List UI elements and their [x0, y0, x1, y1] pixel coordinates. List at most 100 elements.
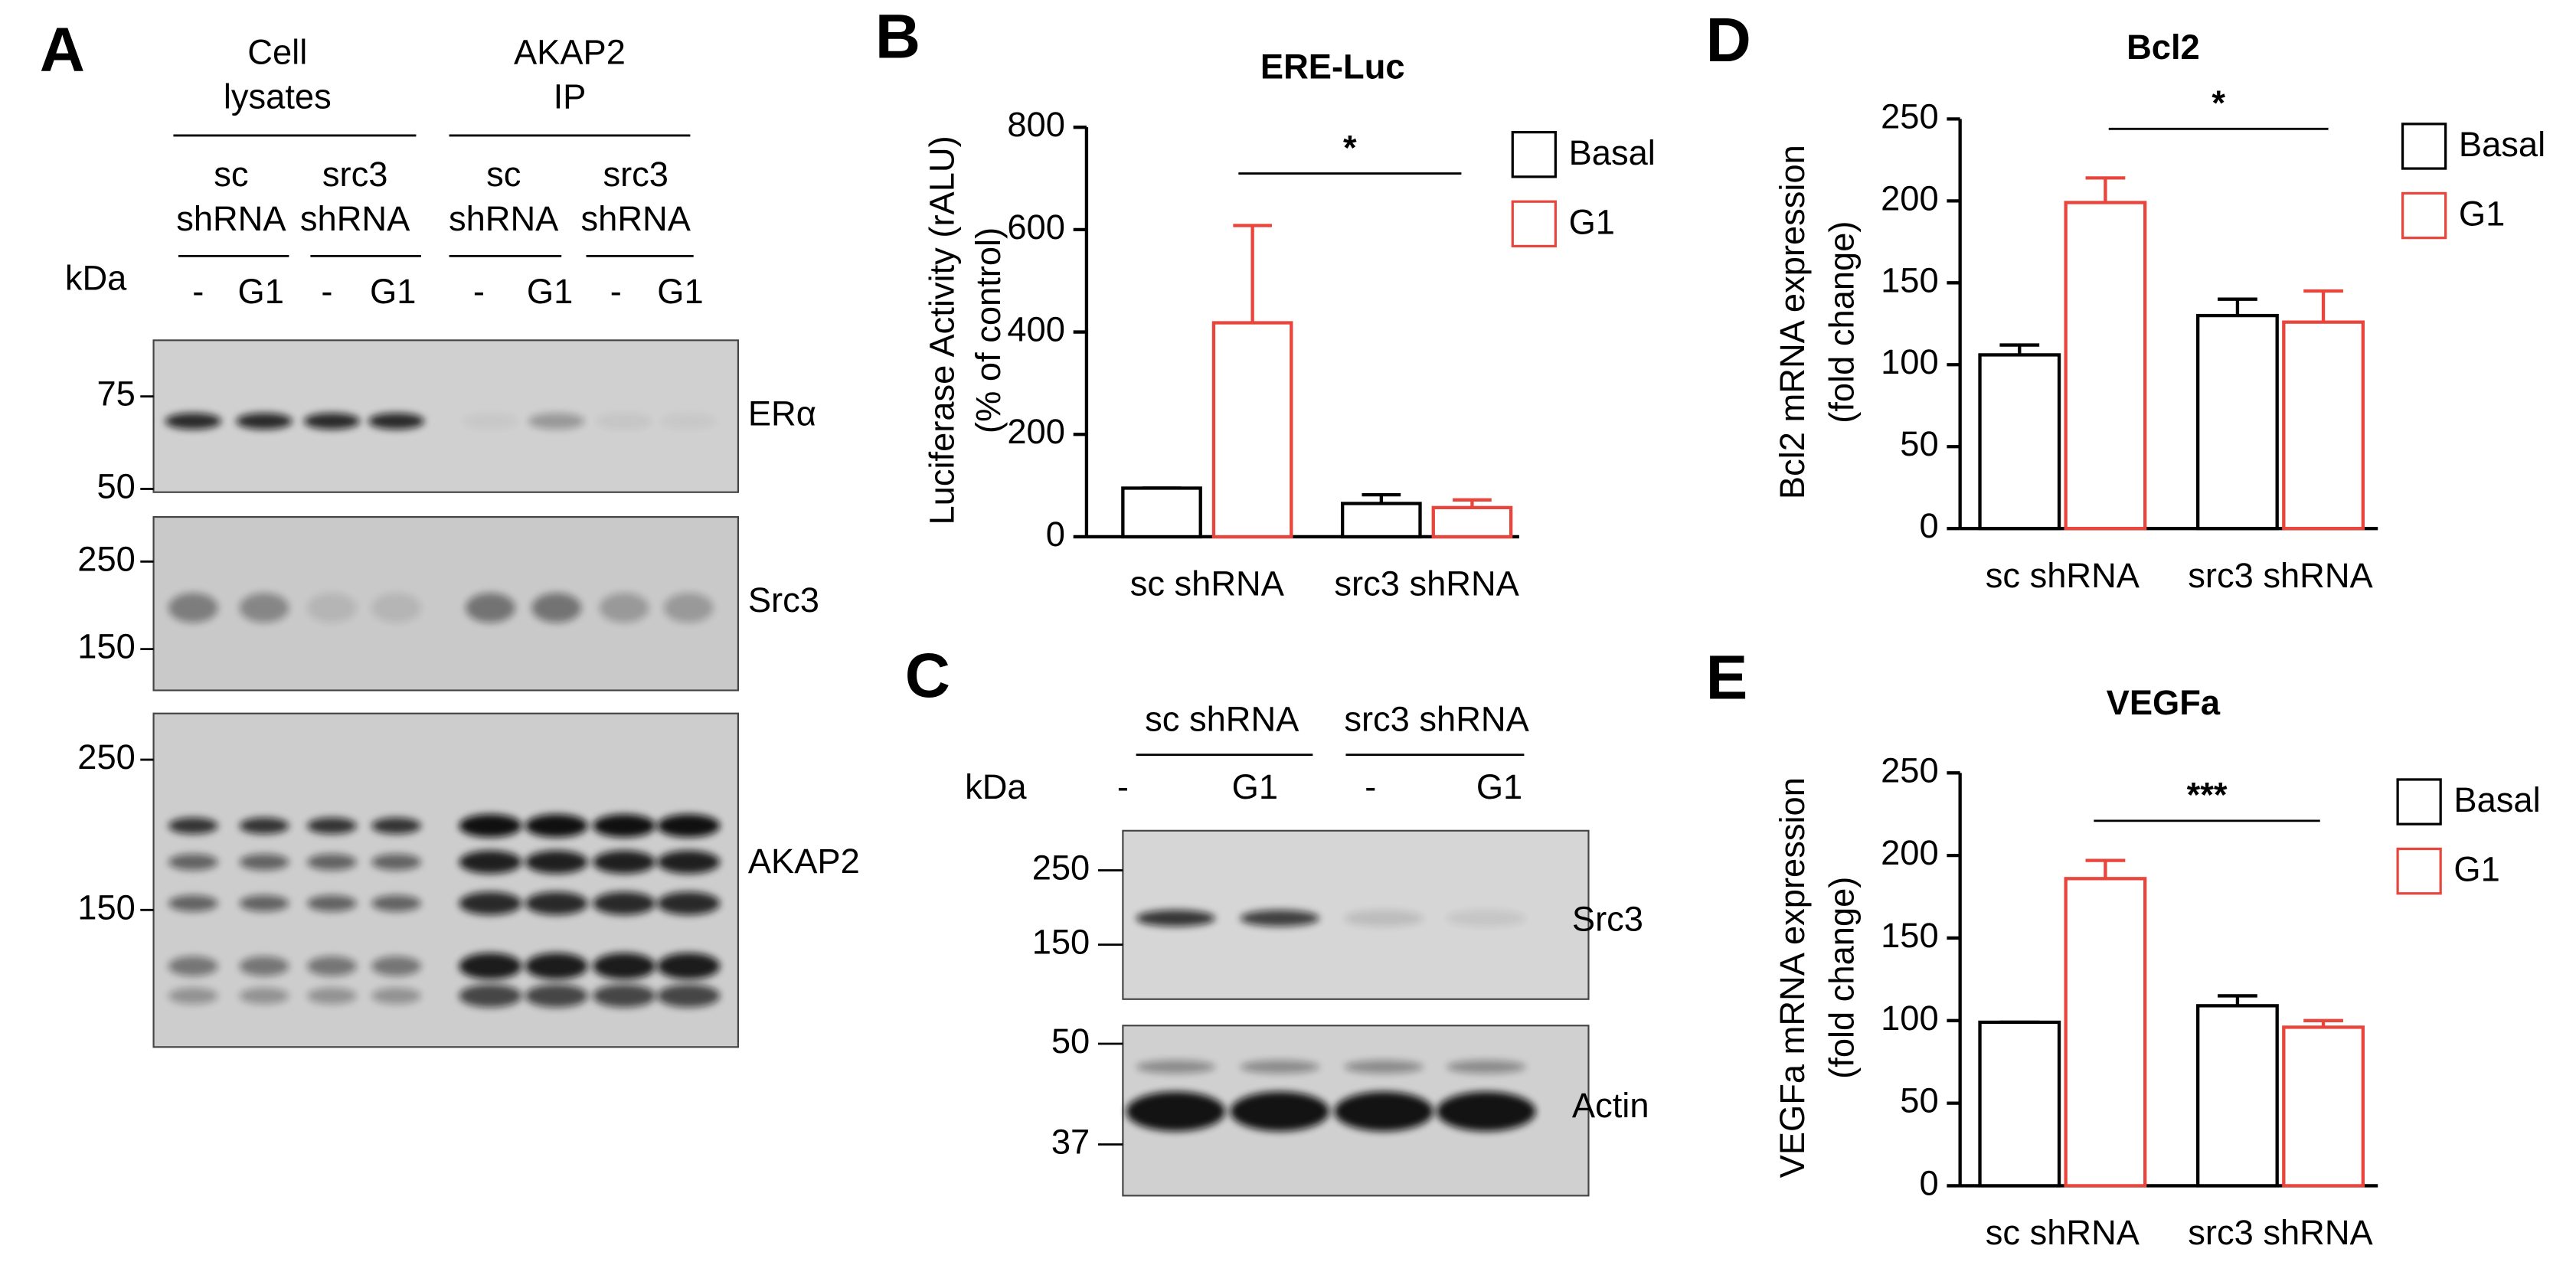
band [1447, 910, 1526, 927]
marker-label: 50 [1051, 1022, 1090, 1061]
panel-label: E [1706, 642, 1748, 712]
y-tick-label: 600 [1007, 208, 1065, 247]
band [168, 593, 218, 623]
marker-label: 250 [77, 539, 136, 578]
legend-label: Basal [2459, 125, 2545, 164]
band [1447, 1060, 1526, 1074]
bar [1211, 321, 1293, 539]
lane-label: G1 [370, 272, 416, 311]
bar [2282, 1025, 2365, 1188]
y-tick-label: 100 [1881, 999, 1939, 1038]
lane-label: G1 [1232, 767, 1278, 806]
marker-label: 250 [77, 737, 136, 776]
band [1136, 1060, 1216, 1074]
band [168, 894, 218, 912]
band [599, 593, 649, 623]
condition-label: sc [214, 155, 248, 194]
group-label: Cell [247, 32, 307, 71]
y-tick-label: 50 [1900, 1081, 1938, 1120]
band [593, 984, 656, 1008]
band [528, 413, 585, 430]
band [239, 853, 289, 871]
lane-label: - [473, 272, 485, 311]
band [593, 953, 656, 979]
band [657, 984, 721, 1008]
bar [2282, 320, 2365, 531]
y-tick-label: 200 [1007, 412, 1065, 451]
x-tick-label: src3 shRNA [1334, 564, 1519, 603]
y-tick-label: 200 [1881, 178, 1939, 217]
lane-label: - [1117, 767, 1129, 806]
x-tick-label: sc shRNA [1986, 556, 2140, 595]
condition-label: sc shRNA [1145, 699, 1299, 738]
band [1136, 910, 1216, 927]
legend-swatch [1511, 131, 1557, 178]
condition-label: sc [486, 155, 521, 194]
bar [2064, 201, 2147, 531]
bar [2196, 313, 2279, 531]
bar [1978, 353, 2061, 531]
band [307, 956, 357, 976]
band [239, 987, 289, 1005]
significance-mark: *** [2187, 776, 2228, 815]
band [168, 817, 218, 835]
chart-title: Bcl2 [2127, 28, 2200, 67]
band [459, 850, 522, 874]
marker-label: 250 [1032, 848, 1090, 888]
protein-label: Src3 [1572, 899, 1643, 938]
x-tick-label: sc shRNA [1130, 564, 1285, 603]
band [307, 853, 357, 871]
lane-label: G1 [527, 272, 573, 311]
significance-mark: * [1343, 128, 1357, 167]
band [168, 956, 218, 976]
y-tick-label: 250 [1881, 750, 1939, 790]
band [525, 814, 588, 838]
band [596, 413, 652, 430]
lane-label: G1 [657, 272, 703, 311]
legend-swatch [2396, 847, 2442, 895]
band [466, 593, 515, 623]
band [459, 953, 522, 979]
band [239, 956, 289, 976]
lane-label: - [610, 272, 622, 311]
x-tick-label: src3 shRNA [2188, 1213, 2373, 1252]
blot-membrane [152, 339, 739, 493]
band [168, 853, 218, 871]
band [1230, 1091, 1329, 1132]
lane-label: - [321, 272, 332, 311]
condition-label: shRNA [449, 199, 559, 238]
marker-label: 50 [96, 466, 135, 505]
panel-label: D [1706, 5, 1751, 75]
panel-label: C [905, 641, 950, 711]
y-tick-label: 0 [1919, 1163, 1938, 1202]
kda-label: kDa [965, 767, 1027, 806]
marker-label: 37 [1051, 1122, 1090, 1161]
band [368, 413, 425, 430]
y-tick-label: 150 [1881, 260, 1939, 299]
legend-label: G1 [2453, 850, 2499, 889]
band [657, 953, 721, 979]
lane-label: G1 [238, 272, 284, 311]
band [593, 814, 656, 838]
marker-label: 150 [1032, 923, 1090, 962]
x-tick-label: sc shRNA [1986, 1213, 2140, 1252]
band [371, 817, 421, 835]
band [462, 413, 519, 430]
y-axis-label: (% of control) [969, 227, 1008, 433]
bar [1978, 1020, 2061, 1188]
band [168, 987, 218, 1005]
bar [1431, 505, 1513, 539]
band [307, 894, 357, 912]
bar [1341, 502, 1422, 539]
protein-label: ERα [748, 394, 816, 433]
band [593, 891, 656, 915]
band [593, 850, 656, 874]
y-axis-label: Luciferase Activity (rALU) [922, 136, 961, 525]
lane-label: G1 [1476, 767, 1522, 806]
band [1437, 1091, 1536, 1132]
x-tick-label: src3 shRNA [2188, 556, 2373, 595]
marker-label: 75 [96, 374, 135, 414]
band [531, 593, 582, 623]
protein-label: AKAP2 [748, 842, 860, 881]
